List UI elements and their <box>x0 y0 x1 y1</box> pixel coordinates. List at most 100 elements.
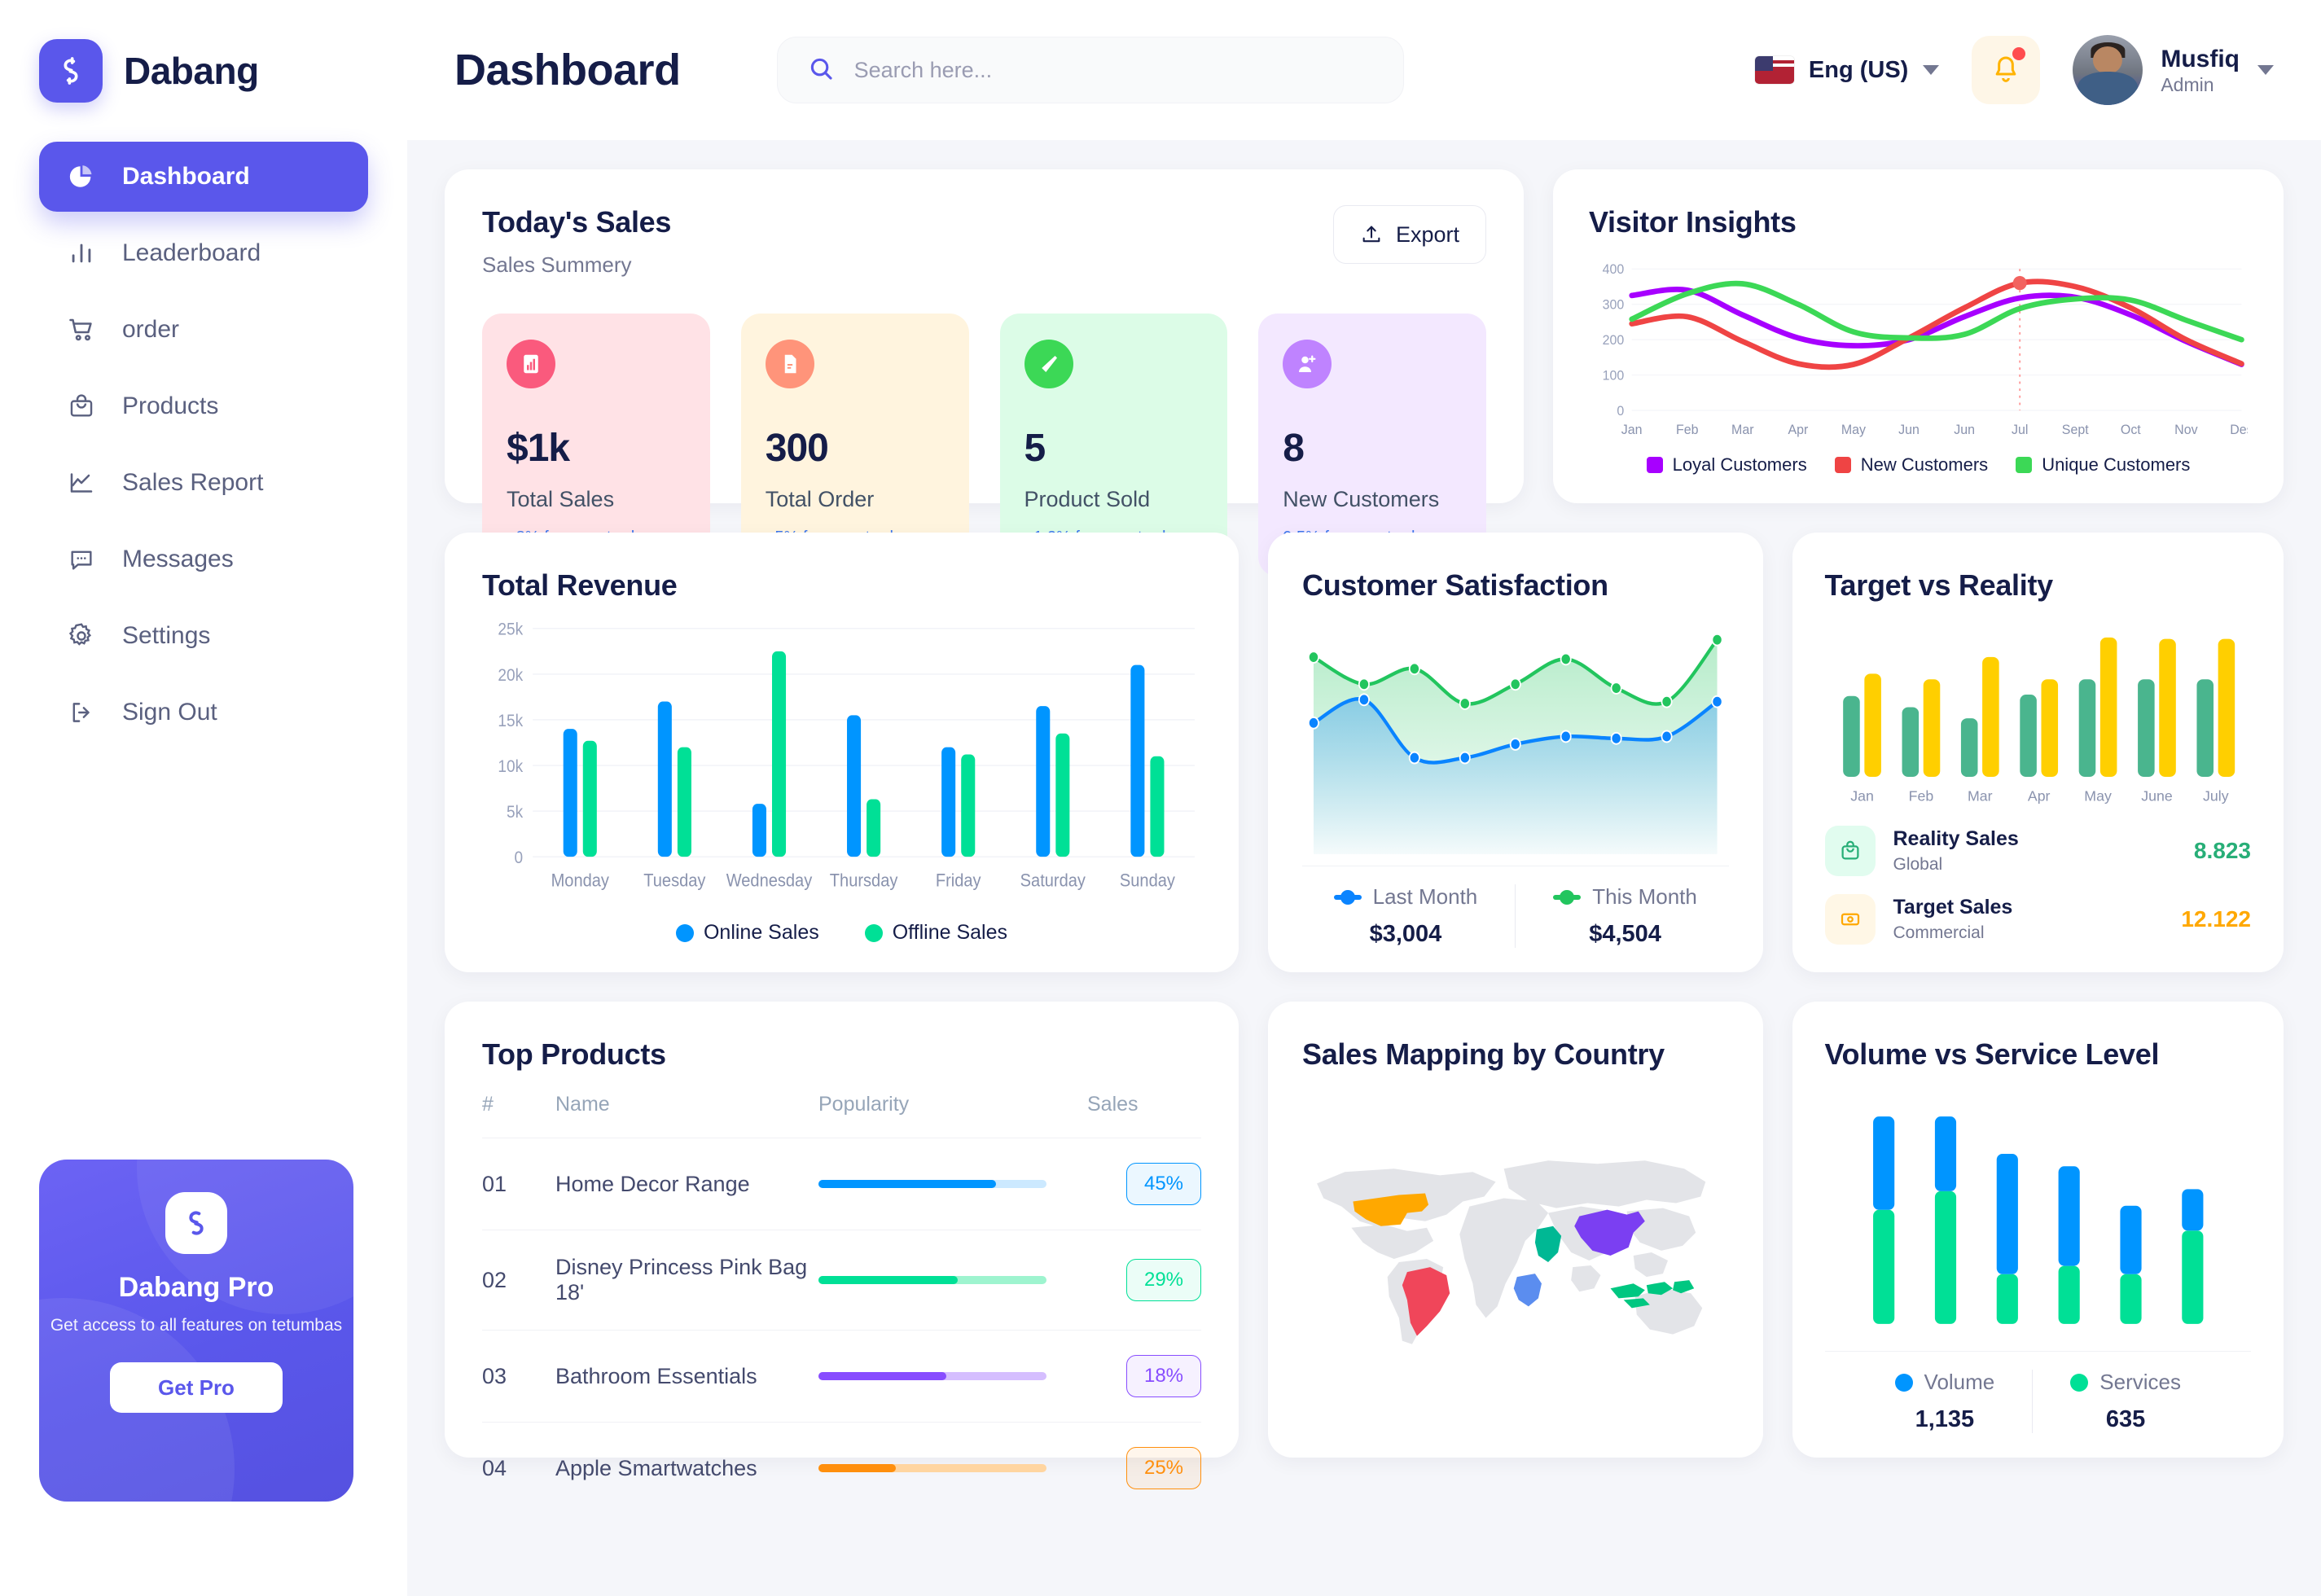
map-country-brazil[interactable] <box>1402 1267 1450 1336</box>
legend-item[interactable]: Loyal Customers <box>1646 454 1807 476</box>
sidebar-item-sign-out[interactable]: Sign Out <box>39 677 368 748</box>
sales-mapping-card: Sales Mapping by Country <box>1268 1002 1763 1458</box>
legend-line-icon <box>1553 889 1582 905</box>
user-profile[interactable]: Musfiq Admin <box>2073 35 2274 105</box>
stat-label: Total Order <box>765 487 875 511</box>
sidebar-item-label: Messages <box>122 546 234 572</box>
summary-row-target: Target Sales Commercial 12.122 <box>1824 894 2251 945</box>
legend-item[interactable]: New Customers <box>1834 454 1988 476</box>
legend-item[interactable]: Offline Sales <box>864 921 1007 945</box>
legend-item[interactable]: Last Month <box>1333 884 1477 910</box>
summary-row-reality: Reality Sales Global 8.823 <box>1824 826 2251 876</box>
chevron-down-icon <box>1923 65 1940 75</box>
map-country-saudi-arabia[interactable] <box>1534 1226 1562 1263</box>
avatar <box>2073 35 2143 105</box>
row-name: Apple Smartwatches <box>555 1422 818 1490</box>
svg-text:Sept: Sept <box>2062 423 2089 437</box>
sidebar-item-label: Products <box>122 392 219 419</box>
table-row[interactable]: 01 Home Decor Range 45% <box>482 1138 1201 1230</box>
search-input[interactable] <box>853 57 1374 83</box>
map-country-china[interactable] <box>1574 1209 1645 1256</box>
get-pro-button[interactable]: Get Pro <box>110 1362 283 1414</box>
dabang-logo-icon <box>165 1192 227 1254</box>
volume-service-footer: Volume 1,135 Services 635 <box>1824 1351 2251 1433</box>
svg-text:15k: 15k <box>498 712 524 730</box>
legend-label: Loyal Customers <box>1672 454 1807 475</box>
svg-text:Oct: Oct <box>2121 423 2141 437</box>
legend-swatch <box>1646 457 1663 473</box>
legend-item[interactable]: Online Sales <box>675 921 819 945</box>
row-name: Bathroom Essentials <box>555 1330 818 1423</box>
volume-service-title: Volume vs Service Level <box>1824 1037 2160 1071</box>
sidebar-item-leaderboard[interactable]: Leaderboard <box>39 218 368 288</box>
svg-text:Mar: Mar <box>1968 788 1993 805</box>
world-map[interactable] <box>1302 1085 1729 1433</box>
vol-services: Services 635 <box>2032 1370 2218 1433</box>
chevron-down-icon[interactable] <box>2257 65 2274 75</box>
svg-text:Jun: Jun <box>1954 423 1975 437</box>
brand[interactable]: Dabang <box>39 0 368 103</box>
visitor-insights-chart: 400 300 200 100 0 Jan Feb Mar Apr May Jun Jun Jul Sep… <box>1589 254 2253 449</box>
legend-item[interactable]: Unique Customers <box>2016 454 2190 476</box>
topbar: Dashboard Eng (US) <box>407 0 2321 140</box>
target-vs-reality-title: Target vs Reality <box>1824 568 2054 602</box>
brand-name: Dabang <box>124 50 259 92</box>
row-num: 02 <box>482 1230 555 1331</box>
bag-green-icon <box>1824 826 1876 876</box>
summary-value: 12.122 <box>2181 906 2251 932</box>
row-sales: 18% <box>1087 1330 1201 1423</box>
legend-label: Volume <box>1924 1370 1995 1394</box>
volume-service-chart <box>1825 1086 2252 1343</box>
cs-value: $4,504 <box>1589 921 1661 947</box>
row-middle: Total Revenue 0 5k 10k 15k 20k 25k Monday Tuesd… <box>445 533 2284 972</box>
map-country-united-states[interactable] <box>1353 1193 1429 1226</box>
table-row[interactable]: 04 Apple Smartwatches 25% <box>482 1422 1201 1490</box>
invoice-icon <box>765 340 814 388</box>
table-row[interactable]: 03 Bathroom Essentials 18% <box>482 1330 1201 1423</box>
map-base-landmass <box>1317 1160 1706 1344</box>
todays-sales-header: Today's Sales Sales Summery Export <box>482 205 1486 278</box>
summary-value: 8.823 <box>2193 838 2251 863</box>
sales-badge: 29% <box>1126 1259 1201 1301</box>
sidebar-item-order[interactable]: order <box>39 295 368 365</box>
stat-value: 300 <box>765 427 829 470</box>
legend-item[interactable]: Services <box>2070 1370 2181 1395</box>
search-icon <box>807 55 835 86</box>
sidebar-item-messages[interactable]: Messages <box>39 524 368 594</box>
column-header-sales: Sales <box>1087 1093 1139 1116</box>
table-row[interactable]: 02 Disney Princess Pink Bag 18' 29% <box>482 1230 1201 1331</box>
language-selector[interactable]: Eng (US) <box>1754 56 1940 84</box>
todays-sales-title: Today's Sales <box>482 205 672 239</box>
stat-value: 5 <box>1024 427 1046 470</box>
legend-label: Unique Customers <box>2042 454 2191 475</box>
svg-text:Saturday: Saturday <box>1020 870 1086 890</box>
sidebar-item-label: Settings <box>122 622 211 649</box>
sidebar-item-label: Dashboard <box>122 163 250 190</box>
vol-value: 635 <box>2105 1406 2146 1432</box>
svg-text:Jan: Jan <box>1850 788 1874 805</box>
legend-item[interactable]: Volume <box>1894 1370 1995 1395</box>
us-flag-icon <box>1754 56 1794 84</box>
row-num: 01 <box>482 1138 555 1230</box>
svg-text:June: June <box>2141 788 2172 805</box>
row-popularity <box>818 1230 1087 1331</box>
notifications-button[interactable] <box>1972 36 2041 104</box>
map-country-indonesia[interactable] <box>1610 1280 1695 1309</box>
legend-dot <box>1894 1373 1913 1392</box>
popularity-bar-fill <box>818 1464 897 1472</box>
export-button[interactable]: Export <box>1332 205 1486 264</box>
sidebar-item-settings[interactable]: Settings <box>39 601 368 671</box>
search-bar[interactable] <box>776 37 1404 103</box>
customer-satisfaction-title: Customer Satisfaction <box>1302 568 1608 602</box>
customer-satisfaction-chart <box>1302 612 1729 856</box>
sidebar-item-products[interactable]: Products <box>39 371 368 441</box>
svg-text:10k: 10k <box>498 757 524 776</box>
map-country-dr-congo[interactable] <box>1513 1274 1542 1307</box>
popularity-bar-track <box>818 1464 1046 1472</box>
sidebar-item-dashboard[interactable]: Dashboard <box>39 142 368 212</box>
report-chart-icon <box>507 340 555 388</box>
sidebar-item-sales-report[interactable]: Sales Report <box>39 448 368 518</box>
svg-text:Sunday: Sunday <box>1120 870 1175 890</box>
visitor-insights-title: Visitor Insights <box>1589 205 1797 239</box>
legend-item[interactable]: This Month <box>1553 884 1697 910</box>
